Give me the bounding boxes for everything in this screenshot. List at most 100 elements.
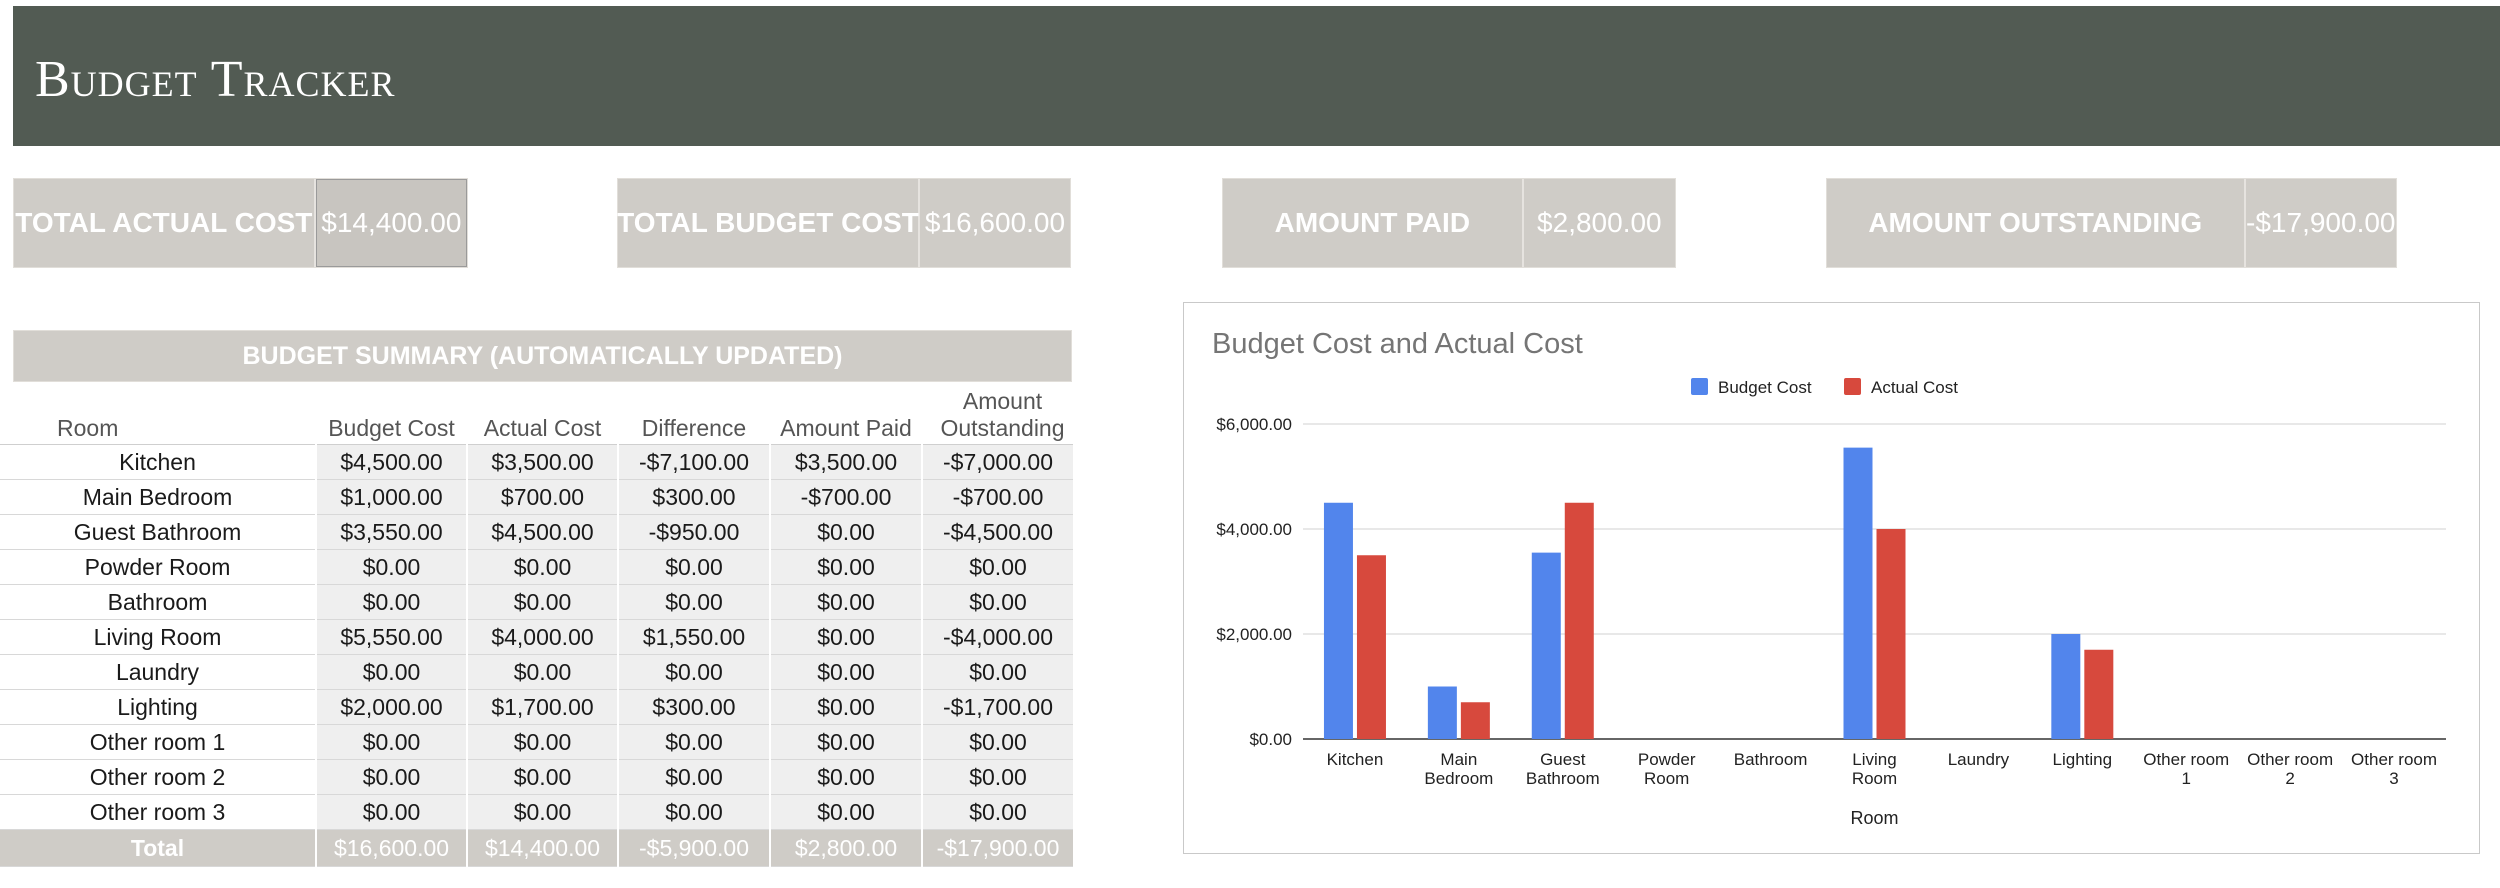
cell-difference[interactable]: $0.00 [617,584,770,620]
total-actual-cost[interactable]: $14,400.00 [466,829,618,867]
total-difference[interactable]: -$5,900.00 [617,829,770,867]
cell-room[interactable]: Lighting [0,689,316,725]
budget-summary-table: Room Budget Cost Actual Cost Difference … [0,386,1073,867]
cell-amount-paid[interactable]: $0.00 [769,549,922,585]
cell-actual-cost[interactable]: $0.00 [466,759,618,795]
cell-budget-cost[interactable]: $1,000.00 [315,479,467,515]
cell-difference[interactable]: $0.00 [617,549,770,585]
cell-amount-paid[interactable]: $0.00 [769,654,922,690]
bar-actual-cost [1356,555,1386,739]
cell-room[interactable]: Guest Bathroom [0,514,316,550]
cell-budget-cost[interactable]: $2,000.00 [315,689,467,725]
cell-budget-cost[interactable]: $0.00 [315,759,467,795]
cell-budget-cost[interactable]: $0.00 [315,654,467,690]
cell-budget-cost[interactable]: $0.00 [315,794,467,830]
table-total-row: Total $16,600.00 $14,400.00 -$5,900.00 $2,80… [0,829,1073,867]
cell-amount-paid[interactable]: $0.00 [769,689,922,725]
cell-amount-outstanding[interactable]: $0.00 [921,654,1073,690]
cell-amount-paid[interactable]: $0.00 [769,584,922,620]
cell-difference[interactable]: $0.00 [617,654,770,690]
kpi-total-budget-cost: TOTAL BUDGET COST $16,600.00 [617,178,1071,268]
cell-room[interactable]: Living Room [0,619,316,655]
cell-amount-outstanding[interactable]: $0.00 [921,584,1073,620]
cell-room[interactable]: Other room 1 [0,724,316,760]
cell-amount-paid[interactable]: -$700.00 [769,479,922,515]
cell-difference[interactable]: -$7,100.00 [617,444,770,480]
chart-container[interactable] [1183,302,2480,854]
cell-amount-outstanding[interactable]: -$4,500.00 [921,514,1073,550]
cell-actual-cost[interactable]: $1,700.00 [466,689,618,725]
y-tick-label: $6,000.00 [1216,415,1292,434]
cell-difference[interactable]: $1,550.00 [617,619,770,655]
cell-actual-cost[interactable]: $4,500.00 [466,514,618,550]
cell-amount-paid[interactable]: $0.00 [769,514,922,550]
budget-summary-banner: BUDGET SUMMARY (AUTOMATICALLY UPDATED) [13,330,1072,382]
legend-swatch-actual-cost [1844,378,1861,395]
cell-room[interactable]: Other room 3 [0,794,316,830]
cell-room[interactable]: Kitchen [0,444,316,480]
total-amount-outstanding[interactable]: -$17,900.00 [921,829,1073,867]
x-tick-label: Living Room [1852,750,1897,788]
kpi-value-cell[interactable]: $16,600.00 [924,207,1066,238]
kpi-value-cell[interactable]: $2,800.00 [1537,207,1662,238]
cell-difference[interactable]: $300.00 [617,479,770,515]
kpi-value-cell[interactable]: -$17,900.00 [2246,207,2396,238]
cell-actual-cost[interactable]: $0.00 [466,794,618,830]
cell-budget-cost[interactable]: $0.00 [315,584,467,620]
cell-room[interactable]: Powder Room [0,549,316,585]
cell-actual-cost[interactable]: $0.00 [466,724,618,760]
cell-budget-cost[interactable]: $0.00 [315,549,467,585]
cell-amount-paid[interactable]: $0.00 [769,619,922,655]
bar-budget-cost [2051,634,2081,739]
budget-vs-actual-chart: $0.00 $2,000.00 $4,000.00 $6,000.00 Kitchen M… [1216,378,2446,828]
cell-amount-paid[interactable]: $0.00 [769,794,922,830]
cell-room[interactable]: Main Bedroom [0,479,316,515]
chart-title: Budget Cost and Actual Cost [1212,328,1583,360]
cell-room[interactable]: Laundry [0,654,316,690]
bar-budget-cost [1427,686,1457,739]
cell-amount-outstanding[interactable]: $0.00 [921,794,1073,830]
x-tick-label: Powder Room [1638,750,1696,788]
table-row: Lighting $2,000.00 $1,700.00 $300.00 $0.00 -$… [0,689,1073,725]
cell-budget-cost[interactable]: $5,550.00 [315,619,467,655]
cell-amount-outstanding[interactable]: $0.00 [921,549,1073,585]
table-row: Guest Bathroom $3,550.00 $4,500.00 -$950.00… [0,514,1073,550]
cell-difference[interactable]: $0.00 [617,759,770,795]
total-budget-cost[interactable]: $16,600.00 [315,829,467,867]
cell-budget-cost[interactable]: $3,550.00 [315,514,467,550]
table-header-row: Room Budget Cost Actual Cost Difference … [0,386,1073,445]
cell-actual-cost[interactable]: $700.00 [466,479,618,515]
cell-actual-cost[interactable]: $4,000.00 [466,619,618,655]
x-tick-label: Guest Bathroom [1526,750,1600,788]
kpi-label: TOTAL BUDGET COST [617,179,920,267]
table-row: Living Room $5,550.00 $4,000.00 $1,550.00 $0… [0,619,1073,655]
cell-budget-cost[interactable]: $0.00 [315,724,467,760]
cell-actual-cost[interactable]: $0.00 [466,549,618,585]
bar-actual-cost [1876,529,1906,739]
cell-amount-paid[interactable]: $0.00 [769,724,922,760]
cell-room[interactable]: Bathroom [0,584,316,620]
cell-amount-outstanding[interactable]: -$700.00 [921,479,1073,515]
kpi-value-cell[interactable]: $14,400.00 [315,179,467,267]
cell-difference[interactable]: -$950.00 [617,514,770,550]
cell-difference[interactable]: $0.00 [617,724,770,760]
cell-actual-cost[interactable]: $0.00 [466,584,618,620]
bar-actual-cost [1460,702,1490,739]
cell-difference[interactable]: $0.00 [617,794,770,830]
cell-difference[interactable]: $300.00 [617,689,770,725]
cell-amount-outstanding[interactable]: -$1,700.00 [921,689,1073,725]
cell-amount-outstanding[interactable]: $0.00 [921,759,1073,795]
cell-amount-paid[interactable]: $3,500.00 [769,444,922,480]
cell-actual-cost[interactable]: $3,500.00 [466,444,618,480]
cell-amount-paid[interactable]: $0.00 [769,759,922,795]
cell-budget-cost[interactable]: $4,500.00 [315,444,467,480]
cell-room[interactable]: Other room 2 [0,759,316,795]
cell-amount-outstanding[interactable]: -$7,000.00 [921,444,1073,480]
cell-amount-outstanding[interactable]: -$4,000.00 [921,619,1073,655]
cell-actual-cost[interactable]: $0.00 [466,654,618,690]
bar-budget-cost [1843,447,1873,739]
cell-amount-outstanding[interactable]: $0.00 [921,724,1073,760]
total-room[interactable]: Total [0,829,316,867]
total-amount-paid[interactable]: $2,800.00 [769,829,922,867]
x-tick-label: Other room 1 [2143,750,2229,788]
